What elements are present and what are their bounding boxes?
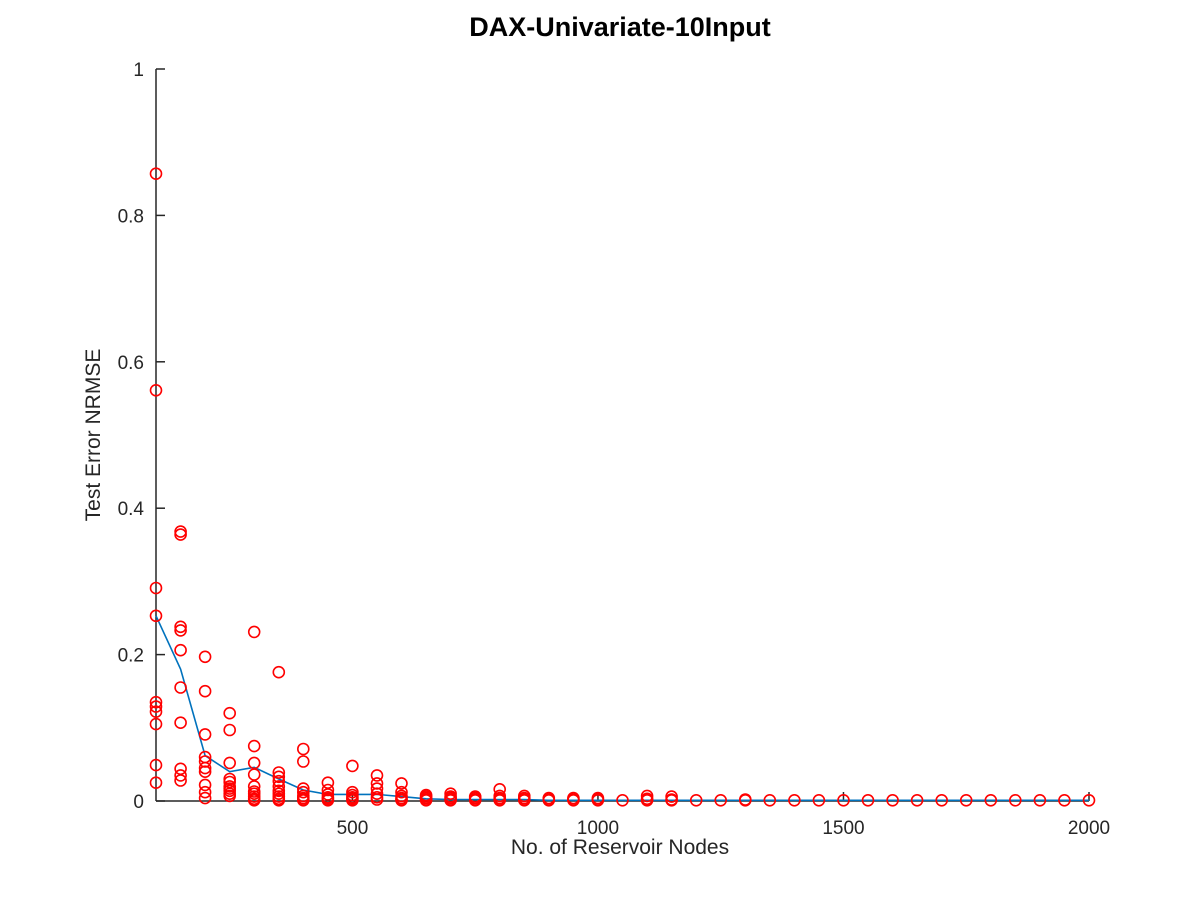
data-point bbox=[198, 728, 212, 741]
data-point bbox=[198, 765, 212, 779]
data-point bbox=[174, 716, 187, 730]
data-point bbox=[174, 774, 187, 787]
data-point bbox=[542, 793, 556, 807]
data-point bbox=[812, 793, 826, 807]
data-point bbox=[395, 777, 408, 790]
data-point bbox=[296, 755, 310, 768]
data-point bbox=[198, 791, 212, 805]
data-point bbox=[198, 785, 212, 799]
data-point bbox=[296, 793, 310, 807]
x-tick-label: 500 bbox=[337, 818, 369, 839]
data-point bbox=[174, 528, 187, 541]
x-tick-label: 1500 bbox=[822, 818, 864, 839]
data-point bbox=[321, 793, 335, 807]
data-point bbox=[198, 761, 212, 775]
data-point bbox=[174, 681, 187, 694]
data-point bbox=[223, 789, 236, 803]
data-point bbox=[935, 793, 949, 807]
y-tick-label: 1 bbox=[133, 60, 144, 81]
data-point bbox=[296, 785, 310, 799]
data-point bbox=[223, 723, 236, 737]
data-point bbox=[174, 624, 187, 637]
data-point bbox=[149, 167, 163, 180]
data-point bbox=[959, 793, 973, 807]
data-point bbox=[223, 756, 236, 770]
x-tick-label: 2000 bbox=[1068, 818, 1110, 839]
chart-title: DAX-Univariate-10Input bbox=[469, 12, 771, 42]
data-point bbox=[272, 665, 286, 679]
y-tick-label: 0.6 bbox=[118, 353, 144, 374]
data-point bbox=[272, 770, 286, 784]
y-tick-label: 0 bbox=[133, 792, 144, 813]
data-point bbox=[395, 793, 408, 807]
data-point bbox=[149, 581, 163, 595]
data-point bbox=[247, 780, 261, 793]
data-point bbox=[247, 768, 261, 781]
data-point bbox=[149, 758, 163, 772]
data-point bbox=[837, 793, 850, 807]
data-point bbox=[247, 793, 261, 807]
data-point bbox=[714, 793, 728, 807]
data-point bbox=[1082, 793, 1096, 807]
x-tick-label: 1000 bbox=[577, 818, 619, 839]
data-point bbox=[149, 609, 163, 623]
data-point bbox=[763, 793, 777, 807]
data-point bbox=[149, 700, 163, 713]
data-point bbox=[493, 793, 507, 807]
y-tick-label: 0.4 bbox=[118, 499, 145, 520]
data-point bbox=[296, 742, 310, 756]
data-point bbox=[1058, 793, 1071, 807]
data-point bbox=[272, 793, 286, 807]
data-point bbox=[567, 793, 580, 807]
data-point bbox=[198, 778, 212, 792]
data-point bbox=[616, 793, 629, 807]
data-point bbox=[247, 739, 261, 753]
data-point bbox=[419, 793, 433, 807]
data-point bbox=[738, 793, 752, 807]
y-tick-label: 0.2 bbox=[118, 646, 144, 667]
data-point bbox=[174, 643, 187, 657]
data-point bbox=[861, 793, 875, 807]
data-point bbox=[174, 620, 187, 634]
data-point bbox=[346, 793, 359, 807]
data-point bbox=[1033, 793, 1047, 807]
data-point bbox=[370, 787, 384, 801]
data-point bbox=[370, 793, 384, 806]
data-point bbox=[198, 650, 212, 664]
data-point bbox=[689, 793, 703, 807]
data-point bbox=[591, 793, 605, 807]
data-point bbox=[395, 785, 408, 799]
data-point bbox=[910, 793, 924, 807]
data-point bbox=[346, 759, 359, 773]
data-point bbox=[149, 705, 163, 719]
data-point bbox=[272, 766, 286, 779]
data-point bbox=[468, 793, 482, 807]
y-tick-label: 0.8 bbox=[118, 206, 144, 227]
data-point bbox=[1008, 793, 1022, 807]
data-point bbox=[640, 793, 654, 807]
data-point bbox=[149, 717, 163, 731]
data-point bbox=[444, 793, 457, 807]
data-point bbox=[886, 793, 899, 807]
data-point bbox=[370, 769, 384, 782]
data-point bbox=[198, 684, 212, 698]
data-point bbox=[272, 774, 286, 788]
y-axis-label: Test Error NRMSE bbox=[82, 348, 105, 522]
x-axis-label: No. of Reservoir Nodes bbox=[510, 836, 730, 859]
data-point bbox=[247, 625, 261, 639]
data-point bbox=[517, 793, 531, 807]
data-point bbox=[984, 793, 998, 807]
data-point bbox=[665, 793, 678, 807]
data-point bbox=[149, 695, 163, 709]
data-point bbox=[149, 776, 163, 790]
data-point bbox=[788, 793, 801, 807]
trend-line bbox=[155, 615, 1089, 802]
data-point bbox=[223, 706, 236, 720]
data-point bbox=[149, 383, 163, 397]
data-point bbox=[174, 769, 187, 782]
data-point bbox=[272, 780, 286, 793]
